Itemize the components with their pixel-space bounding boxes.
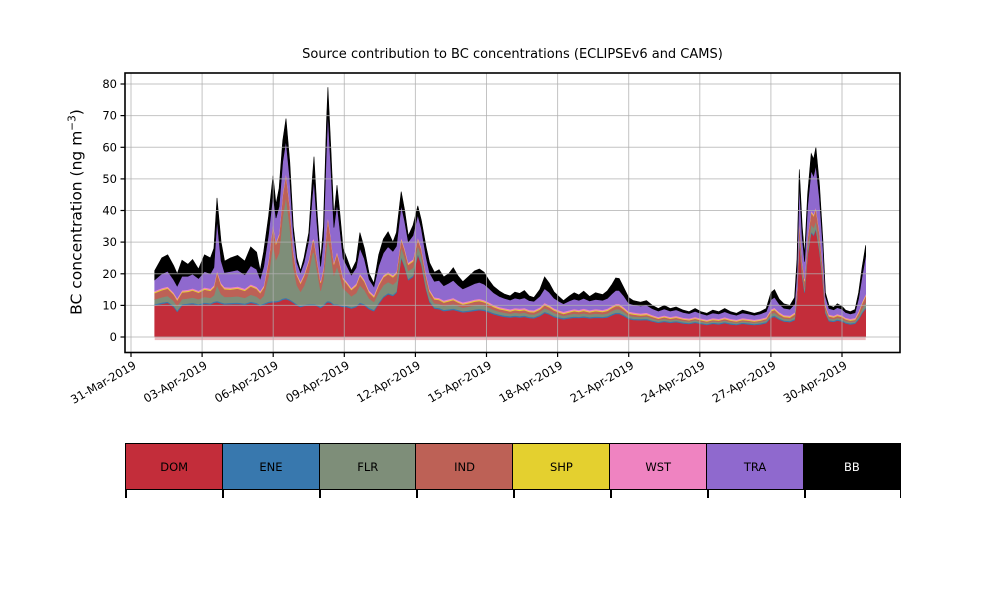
legend-item-bb: BB [802, 443, 901, 490]
x-tick-label: 15-Apr-2019 [425, 358, 494, 406]
legend-cell-divider [707, 490, 709, 498]
y-axis-label-end: ) [67, 109, 86, 116]
legend: DOM ENE FLR IND SHP WST TRA BB [125, 443, 901, 490]
y-tick-label: 50 [102, 172, 117, 186]
x-tick-label: 24-Apr-2019 [639, 358, 708, 406]
legend-item-ind: IND [415, 443, 514, 490]
y-tick-label: 40 [102, 204, 117, 218]
legend-item-label: SHP [549, 459, 573, 474]
legend-item-tra: TRA [705, 443, 805, 490]
legend-item-wst: WST [609, 443, 708, 490]
legend-item-dom: DOM [125, 443, 224, 490]
legend-cell-divider [804, 490, 806, 498]
legend-cell-divider [416, 490, 418, 498]
legend-item-label: IND [454, 459, 476, 474]
legend-item-label: FLR [357, 459, 379, 474]
legend-item-label: DOM [160, 459, 189, 474]
x-tick-label: 30-Apr-2019 [781, 358, 850, 406]
legend-cell-divider [319, 490, 321, 498]
y-tick-label: 60 [102, 140, 117, 154]
y-tick-label: 0 [110, 330, 117, 344]
legend-item-shp: SHP [512, 443, 611, 490]
legend-item-label: ENE [259, 459, 283, 474]
chart-title: Source contribution to BC concentrations… [302, 47, 723, 62]
legend-item-ene: ENE [221, 443, 321, 490]
y-axis-label-exponent: −3 [66, 115, 79, 131]
area-bb [154, 87, 867, 316]
baseline-strip [154, 337, 866, 341]
x-tick-label: 12-Apr-2019 [354, 358, 423, 406]
legend-cell-divider [513, 490, 515, 498]
legend-item-label: TRA [743, 459, 767, 474]
x-tick-label: 31-Mar-2019 [68, 358, 138, 407]
plot-frame [124, 72, 901, 354]
x-tick-label: 09-Apr-2019 [283, 358, 352, 406]
legend-cell-divider [899, 490, 901, 498]
legend-cell-divider [125, 490, 127, 498]
y-tick-label: 70 [102, 109, 117, 123]
legend-cell-divider [610, 490, 612, 498]
legend-item-flr: FLR [318, 443, 417, 490]
legend-item-label: BB [843, 459, 860, 474]
x-tick-label: 21-Apr-2019 [568, 358, 637, 406]
y-tick-label: 80 [102, 77, 117, 91]
y-tick-label: 30 [102, 235, 117, 249]
legend-item-label: WST [645, 459, 672, 474]
y-axis-label-main: BC concentration (ng m [67, 130, 86, 315]
x-tick-label: 06-Apr-2019 [212, 358, 281, 406]
legend-cell-dividers [125, 490, 901, 499]
y-axis-label: BC concentration (ng m−3) [66, 109, 85, 315]
x-tick-label: 27-Apr-2019 [710, 358, 779, 406]
y-tick-label: 20 [102, 267, 117, 281]
legend-cell-divider [222, 490, 224, 498]
x-tick-label: 03-Apr-2019 [141, 358, 210, 406]
area-tra [154, 112, 867, 320]
y-tick-label: 10 [102, 298, 117, 312]
x-tick-label: 18-Apr-2019 [497, 358, 566, 406]
